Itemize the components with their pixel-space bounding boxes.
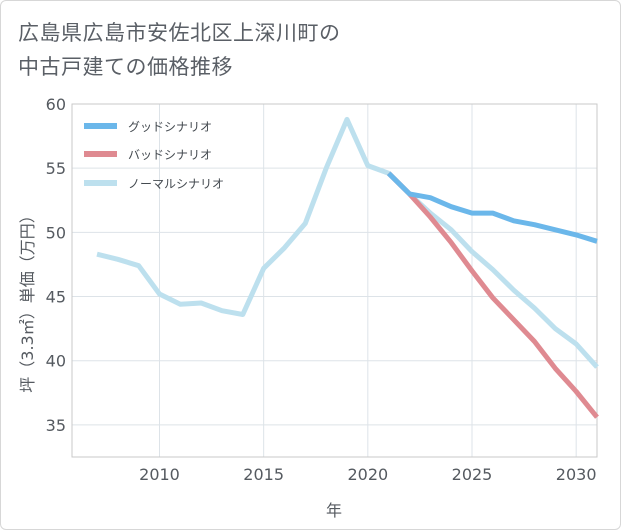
x-tick-2020: 2020 xyxy=(347,465,388,484)
x-tick-2025: 2025 xyxy=(452,465,493,484)
y-tick-60: 60 xyxy=(46,95,66,114)
x-tick-2010: 2010 xyxy=(139,465,180,484)
plot-area-border xyxy=(71,103,598,458)
chart-title-line-2: 中古戸建ての価格推移 xyxy=(18,55,233,79)
legend-label-good: グッドシナリオ xyxy=(128,120,212,134)
y-axis-label: 坪（3.3㎡）単価（万円） xyxy=(18,207,37,392)
x-tick-2015: 2015 xyxy=(243,465,284,484)
y-tick-50: 50 xyxy=(46,223,66,242)
y-tick-labels: 35 40 45 50 55 60 xyxy=(46,95,66,435)
y-tick-45: 45 xyxy=(46,288,66,307)
y-tick-35: 35 xyxy=(46,416,66,435)
x-axis-label: 年 xyxy=(326,501,342,520)
legend-label-normal: ノーマルシナリオ xyxy=(128,177,224,191)
x-tick-2030: 2030 xyxy=(556,465,597,484)
y-tick-55: 55 xyxy=(46,159,66,178)
series-line-bad xyxy=(386,171,599,419)
chart-title: 広島県広島市安佐北区上深川町の 中古戸建ての価格推移 xyxy=(18,16,341,84)
x-tick-labels: 2010 2015 2020 2025 2030 xyxy=(139,465,596,484)
y-tick-40: 40 xyxy=(46,352,66,371)
legend: グッドシナリオ バッドシナリオ ノーマルシナリオ xyxy=(84,120,224,191)
chart-title-line-1: 広島県広島市安佐北区上深川町の xyxy=(18,21,341,45)
series-line-good xyxy=(386,171,598,244)
series-lines xyxy=(96,116,599,419)
legend-label-bad: バッドシナリオ xyxy=(128,148,212,162)
series-line-normal xyxy=(96,116,599,369)
